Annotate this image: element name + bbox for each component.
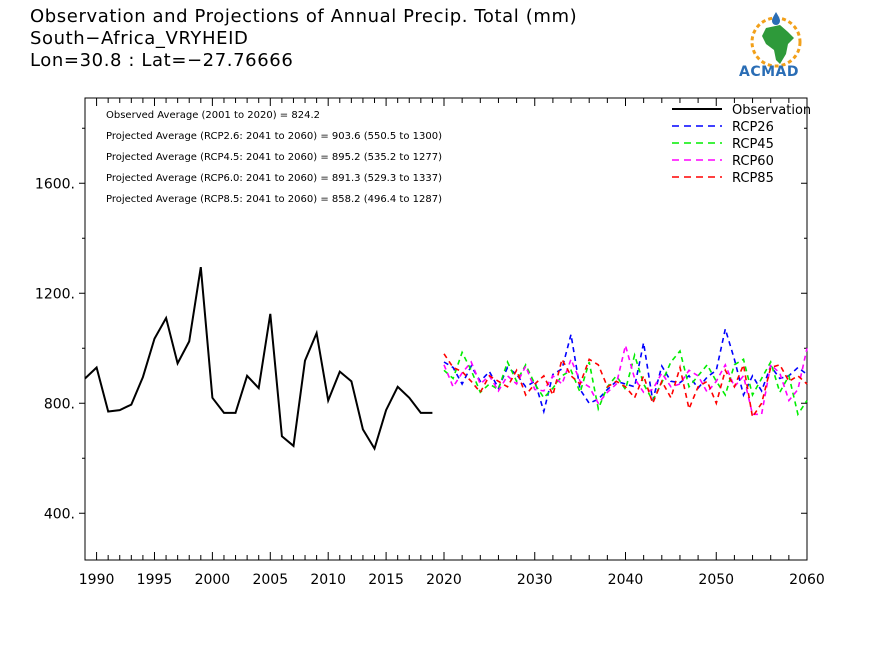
y-tick-label: 800. [44,396,75,412]
x-tick-label: 2020 [426,572,462,588]
legend-label-rcp85: RCP85 [732,171,774,186]
x-tick-label: 2050 [698,572,734,588]
x-tick-label: 2060 [789,572,825,588]
series-line-rcp60 [443,345,808,416]
legend-label-observation: Observation [732,103,811,118]
series-line-rcp26 [443,325,808,415]
station-name: South−Africa_VRYHEID [30,28,249,49]
chart-title: Observation and Projections of Annual Pr… [30,6,578,27]
stats-line: Projected Average (RCP6.0: 2041 to 2060)… [106,173,442,184]
x-tick-label: 2010 [310,572,346,588]
y-tick-label: 1200. [35,286,75,302]
y-tick-label: 1600. [35,176,75,192]
plot-frame [84,97,808,561]
x-tick-label: 2015 [368,572,404,588]
series-line-rcp85 [443,353,808,420]
stats-line: Observed Average (2001 to 2020) = 824.2 [106,110,320,121]
x-tick-label: 1995 [137,572,173,588]
x-tick-label: 2040 [608,572,644,588]
series-line-rcp45 [443,349,808,417]
stats-line: Projected Average (RCP8.5: 2041 to 2060)… [106,194,442,205]
legend-label-rcp26: RCP26 [732,120,774,135]
stats-line: Projected Average (RCP4.5: 2041 to 2060)… [106,152,442,163]
legend-label-rcp60: RCP60 [732,154,774,169]
coordinates: Lon=30.8 : Lat=−27.76666 [30,50,294,71]
title-block: Observation and Projections of Annual Pr… [30,6,577,72]
africa-logo-icon [750,12,802,68]
x-tick-label: 2005 [252,572,288,588]
x-tick-label: 2030 [517,572,553,588]
y-tick-label: 400. [44,506,75,522]
series-line-observation [84,266,433,452]
legend-label-rcp45: RCP45 [732,137,774,152]
x-tick-label: 2000 [195,572,231,588]
stats-line: Projected Average (RCP2.6: 2041 to 2060)… [106,131,442,142]
logo-text: ACMAD [739,64,799,80]
x-tick-label: 1990 [79,572,115,588]
